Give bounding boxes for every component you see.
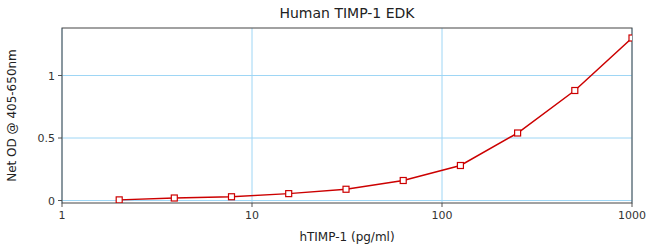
- x-tick: [62, 203, 63, 207]
- x-grid-line: [442, 28, 443, 203]
- marker: [171, 195, 177, 201]
- plot-frame: [62, 28, 632, 203]
- x-tick: [252, 203, 253, 207]
- y-tick-label: 1: [48, 70, 55, 83]
- marker: [629, 35, 632, 41]
- y-tick: [58, 75, 62, 76]
- y-tick-label: 0: [48, 195, 55, 208]
- x-tick-label: 10: [245, 209, 259, 222]
- x-tick: [442, 203, 443, 207]
- line: [119, 38, 632, 200]
- x-tick-label: 100: [432, 209, 453, 222]
- marker: [116, 197, 122, 203]
- marker: [343, 186, 349, 192]
- y-grid-line: [62, 200, 632, 201]
- marker: [286, 191, 292, 197]
- y-grid-line: [62, 138, 632, 139]
- x-tick-label: 1: [59, 209, 66, 222]
- chart: 1 10 100 1000 0 0.5 1 Human TIMP-1 EDK hTIMP-1 (…: [0, 0, 650, 249]
- y-tick-label: 0.5: [38, 132, 56, 145]
- plot-area: [62, 28, 632, 203]
- x-grid-line: [252, 28, 253, 203]
- marker: [515, 130, 521, 136]
- x-axis-label: hTIMP-1 (pg/ml): [299, 230, 394, 244]
- y-axis-label: Net OD @ 405-650nm: [5, 49, 19, 182]
- marker: [572, 88, 578, 94]
- y-tick: [58, 200, 62, 201]
- x-tick: [632, 203, 633, 207]
- series: [116, 35, 632, 203]
- marker: [400, 178, 406, 184]
- title: Human TIMP-1 EDK: [279, 5, 415, 21]
- x-tick-label: 1000: [618, 209, 646, 222]
- marker: [457, 163, 463, 169]
- grid: [62, 28, 632, 203]
- y-grid-line: [62, 75, 632, 76]
- marker: [228, 194, 234, 200]
- y-tick: [58, 138, 62, 139]
